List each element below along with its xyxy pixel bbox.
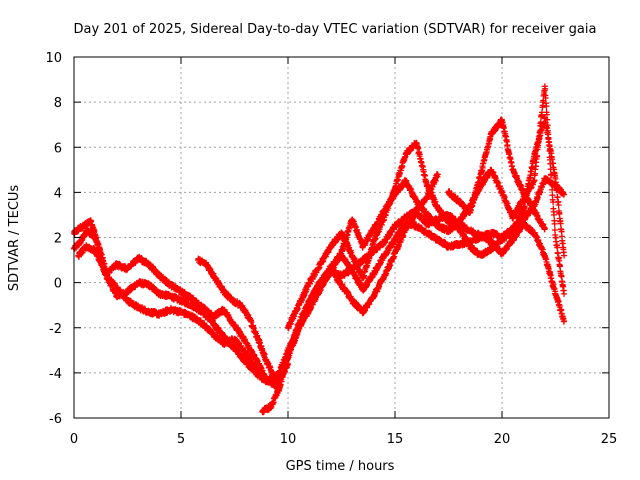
x-tick-label: 20 (494, 432, 511, 447)
y-tick-label: 10 (45, 51, 62, 66)
y-tick-label: 4 (54, 186, 62, 201)
series-track-8 (306, 83, 568, 309)
y-tick-label: -6 (49, 412, 62, 427)
x-tick-label: 10 (280, 432, 297, 447)
axis-ticks: 0 5 10 15 20 25 -6 -4 -2 0 2 4 6 8 10 (45, 51, 617, 447)
series-track-6 (274, 209, 568, 381)
y-tick-label: -2 (49, 322, 62, 337)
y-tick-label: 0 (54, 277, 62, 292)
y-axis-label: SDTVAR / TECUs (7, 185, 22, 292)
data-point-cloud (285, 115, 567, 332)
x-axis-label: GPS time / hours (286, 459, 395, 474)
x-tick-label: 15 (387, 432, 404, 447)
y-tick-label: -4 (49, 367, 62, 382)
data-point-cloud (75, 242, 291, 389)
y-tick-label: 6 (54, 141, 62, 156)
grid (74, 57, 609, 418)
series-track-4 (195, 171, 441, 384)
x-tick-label: 25 (601, 432, 618, 447)
series-track-7 (285, 114, 568, 332)
x-tick-label: 0 (70, 432, 78, 447)
chart-title: Day 201 of 2025, Sidereal Day-to-day VTE… (74, 22, 597, 37)
x-tick-label: 5 (177, 432, 185, 447)
y-tick-label: 2 (54, 232, 62, 247)
y-tick-label: 8 (54, 96, 62, 111)
data-series (71, 83, 568, 416)
data-point-cloud (195, 171, 441, 384)
data-point-cloud (445, 116, 548, 233)
series-track-9 (445, 116, 548, 233)
